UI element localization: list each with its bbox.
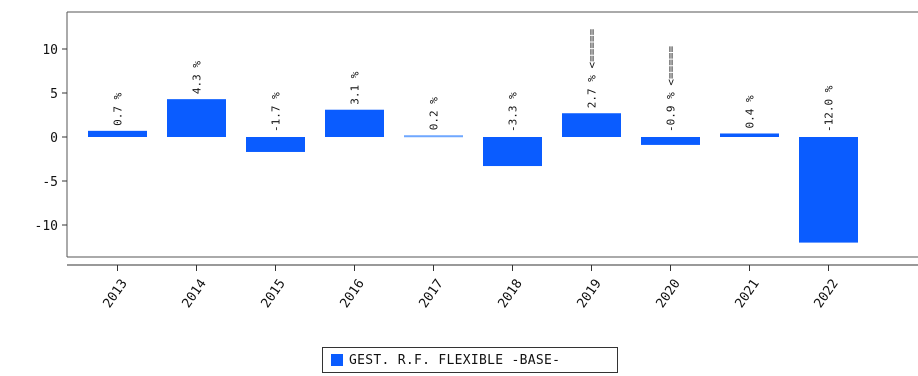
bar-2014: [167, 99, 226, 137]
data-label-2019: 2.7 % <=====: [586, 28, 599, 108]
legend: GEST. R.F. FLEXIBLE -BASE-: [322, 347, 618, 373]
bar-2016: [325, 109, 384, 137]
x-tick-label-2019: 2019: [575, 277, 605, 311]
bar-2019: [562, 113, 621, 137]
y-tick-label: 5: [50, 87, 58, 102]
bar-2015: [246, 137, 305, 152]
x-tick-label-2022: 2022: [812, 277, 842, 311]
data-label-2017: 0.2 %: [428, 97, 441, 130]
x-tick-label-2018: 2018: [496, 277, 526, 311]
x-tick-label-2013: 2013: [101, 277, 131, 311]
y-tick-label: 10: [42, 43, 58, 58]
x-tick-label-2014: 2014: [180, 277, 210, 311]
bar-2020: [641, 137, 700, 145]
data-label-2021: 0.4 %: [744, 95, 757, 128]
data-label-2018: -3.3 %: [507, 92, 520, 132]
x-tick-label-2016: 2016: [338, 277, 368, 311]
x-tick-label-2017: 2017: [417, 277, 447, 311]
data-label-2014: 4.3 %: [191, 61, 204, 94]
data-label-2016: 3.1 %: [349, 71, 362, 104]
bar-2022: [799, 137, 858, 243]
data-label-2013: 0.7 %: [112, 92, 125, 125]
x-tick-label-2015: 2015: [259, 277, 289, 311]
data-label-2015: -1.7 %: [270, 92, 283, 132]
data-label-2022: -12.0 %: [823, 85, 836, 132]
x-tick-label-2020: 2020: [654, 277, 684, 311]
bar-2018: [483, 137, 542, 167]
data-label-2020: -0.9 % <=====: [665, 46, 678, 132]
bar-2013: [88, 130, 147, 137]
y-tick-label: -10: [35, 219, 58, 234]
bar-2021: [720, 133, 779, 137]
y-tick-label: 0: [50, 131, 58, 146]
x-tick-label-2021: 2021: [733, 277, 763, 311]
legend-label: GEST. R.F. FLEXIBLE -BASE-: [349, 352, 561, 368]
bar-2017: [404, 135, 463, 138]
y-tick-label: -5: [42, 175, 58, 190]
legend-swatch: [331, 354, 343, 366]
